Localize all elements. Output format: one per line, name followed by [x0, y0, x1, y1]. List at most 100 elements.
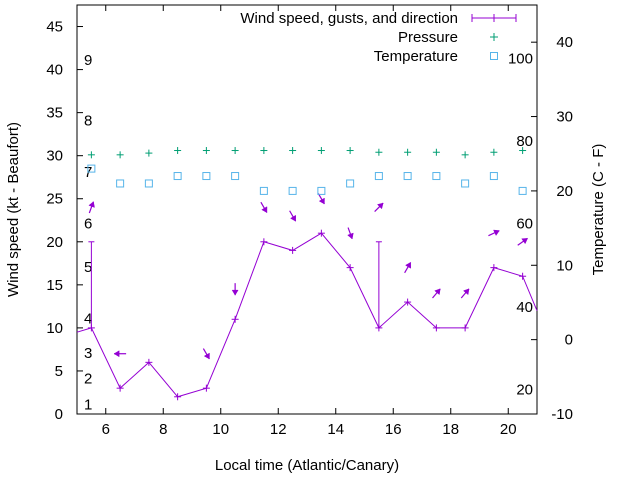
x-axis-label: Local time (Atlantic/Canary): [215, 457, 399, 474]
y-left-tick-label: 10: [46, 320, 63, 337]
temperature-point: [87, 164, 96, 173]
wind-direction-arrow: [347, 227, 354, 240]
wind-speed-point: [317, 229, 325, 237]
x-tick-label: 16: [385, 421, 402, 438]
y-right-tick-label: 0: [565, 332, 573, 349]
series-marks: [76, 147, 538, 401]
pressure-point: [231, 147, 239, 155]
temperature-point: [116, 179, 125, 188]
arrow-head: [405, 262, 411, 269]
axis-ticks: [77, 5, 537, 415]
x-tick-label: 20: [500, 421, 517, 438]
fahrenheit-label: 60: [516, 216, 533, 233]
y-right-tick-label: 20: [556, 183, 573, 200]
beaufort-label: 5: [84, 259, 92, 276]
temperature-point: [317, 186, 326, 195]
y-left-tick-label: 30: [46, 148, 63, 165]
fahrenheit-label: 40: [516, 299, 533, 316]
beaufort-label: 2: [84, 371, 92, 388]
wind-speed-point: [116, 384, 124, 392]
y-axis-right-label: Temperature (C - F): [590, 144, 607, 276]
beaufort-label: 8: [84, 112, 92, 129]
wind-direction-arrow: [517, 237, 528, 246]
pressure-point: [375, 148, 383, 156]
beaufort-label: 6: [84, 216, 92, 233]
arrow-head: [462, 288, 470, 296]
temperature-point: [432, 172, 441, 181]
temperature-point: [259, 186, 268, 195]
wind-speed-point: [432, 324, 440, 332]
wind-direction-arrow: [260, 201, 268, 213]
legend-sample-pressure: [490, 33, 498, 41]
legend-sample-wind: [471, 14, 517, 22]
arrow-head: [493, 229, 500, 236]
arrow-head: [376, 202, 384, 210]
legend: Wind speed, gusts, and direction Pressur…: [240, 10, 517, 65]
y-left-tick-label: 0: [55, 406, 63, 423]
wind-speed-point: [461, 324, 469, 332]
wind-speed-point: [260, 238, 268, 246]
wind-speed-point: [145, 358, 153, 366]
legend-label-wind: Wind speed, gusts, and direction: [240, 10, 458, 27]
wind-speed-point: [404, 298, 412, 306]
plot-frame: [76, 4, 538, 415]
y-left-tick-label: 5: [55, 363, 63, 380]
y-right-tick-label: 10: [556, 257, 573, 274]
pressure-point: [145, 149, 153, 157]
wind-direction-arrow: [231, 283, 239, 296]
legend-label-pressure: Pressure: [398, 29, 458, 46]
temperature-point: [202, 172, 211, 181]
temperature-point: [144, 179, 153, 188]
temperature-point: [461, 179, 470, 188]
tick-labels: 6 8 10 12 14 16 18 20051015202530354045-1001020…: [46, 19, 573, 438]
wind-direction-arrow: [432, 288, 441, 299]
x-tick-label: 10: [212, 421, 229, 438]
x-tick-label: 14: [327, 421, 344, 438]
pressure-point: [490, 148, 498, 156]
temperature-point: [346, 179, 355, 188]
pressure-point: [404, 148, 412, 156]
wind-direction-arrow: [374, 202, 384, 213]
pressure-point: [346, 147, 354, 155]
arrow-head: [521, 238, 528, 245]
wind-speed-point: [346, 264, 354, 272]
y-axis-left-label: Wind speed (kt - Beaufort): [5, 122, 22, 297]
y-right-tick-label: 40: [556, 34, 573, 51]
temperature-point: [231, 172, 240, 181]
wind-speed-point: [202, 384, 210, 392]
beaufort-label: 3: [84, 345, 92, 362]
pressure-point: [260, 147, 268, 155]
wind-speed-point: [174, 393, 182, 401]
y-left-tick-label: 35: [46, 105, 63, 122]
y-right-tick-label: 30: [556, 109, 573, 126]
temperature-point: [489, 172, 498, 181]
wind-direction-arrow: [289, 210, 297, 222]
temperature-point: [173, 172, 182, 181]
y-left-tick-label: 20: [46, 234, 63, 251]
wind-speed-point: [231, 315, 239, 323]
legend-square: [490, 52, 498, 60]
arrow-head: [113, 350, 120, 358]
x-tick-label: 18: [442, 421, 459, 438]
beaufort-label: 4: [84, 310, 92, 327]
arrow-head: [318, 197, 325, 205]
wind-direction-arrow: [113, 350, 127, 358]
arrow-head: [203, 352, 210, 360]
pressure-point: [87, 151, 95, 159]
arrow-head: [434, 288, 441, 296]
x-tick-label: 6: [102, 421, 110, 438]
x-tick-label: 8: [159, 421, 167, 438]
temperature-point: [403, 172, 412, 181]
legend-sample-temperature: [490, 52, 498, 60]
pressure-point: [432, 148, 440, 156]
temperature-point: [288, 186, 297, 195]
fahrenheit-label: 80: [516, 133, 533, 150]
wind-direction-arrow: [88, 201, 95, 214]
wind-direction-arrow: [460, 288, 470, 299]
wind-speed-line: [76, 232, 538, 398]
y-left-tick-label: 40: [46, 62, 63, 79]
wind-speed-point: [490, 264, 498, 272]
pressure-point: [174, 147, 182, 155]
y-left-tick-label: 25: [46, 191, 63, 208]
